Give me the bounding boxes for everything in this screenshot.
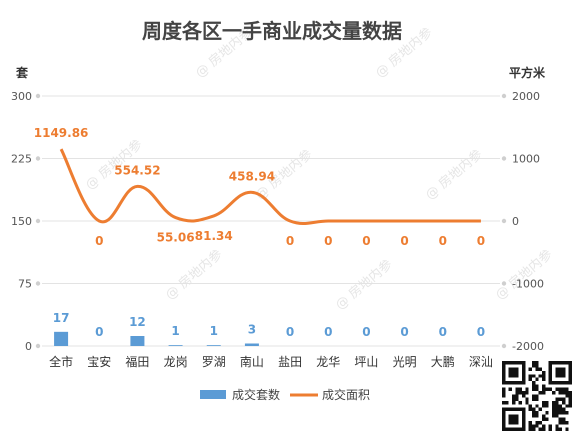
right-tick-dot [501,281,507,286]
bar-value-label: 3 [248,323,256,337]
left-tick-dot [35,281,41,286]
bar-value-label: 17 [53,311,70,325]
line-value-label: 1149.86 [34,126,89,140]
right-tick-label: 0 [512,215,519,228]
bar-value-label: 0 [477,325,485,339]
bar-value-label: 0 [324,325,332,339]
left-tick-label: 0 [25,340,32,353]
left-tick-dot [35,93,41,99]
bar [168,345,183,346]
left-tick-dot [35,343,41,349]
right-tick-dot [501,218,507,224]
bar-value-label: 1 [171,324,179,338]
line-value-label: 55.06 [157,231,195,245]
qr-code-icon [502,361,572,431]
right-tick-dot [501,156,507,161]
line-value-label: 0 [362,234,370,248]
bar-value-label: 0 [362,325,370,339]
category-label: 深汕 [469,355,493,369]
bar-value-label: 12 [129,315,146,329]
legend-label: 成交套数 [232,387,280,402]
legend-label: 成交面积 [322,387,370,402]
left-tick-label: 75 [18,278,32,291]
watermark-text: @ 房地内参 [422,146,485,203]
category-label: 福田 [125,354,149,369]
watermark-text: @ 房地内参 [492,246,555,303]
line-value-label: 554.52 [114,163,160,177]
line-value-label: 458.94 [229,169,275,183]
category-label: 龙华 [316,355,340,369]
right-tick-dot [501,343,507,349]
line-value-label: 0 [324,234,332,248]
left-tick-label: 225 [11,153,32,166]
left-tick-label: 300 [11,90,32,103]
right-tick-dot [501,93,507,99]
line-value-label: 0 [439,234,447,248]
watermark-text: @ 房地内参 [162,246,225,303]
category-label: 罗湖 [202,354,226,369]
left-tick-dot [35,156,41,161]
chart-title: 周度各区一手商业成交量数据 [142,19,402,43]
bar-value-label: 0 [95,325,103,339]
line-value-label: 0 [400,234,408,248]
left-tick-dot [35,218,41,224]
line-value-label: 0 [286,234,294,248]
bar-value-label: 0 [286,325,294,339]
right-tick-label: -2000 [512,340,544,353]
right-tick-label: -1000 [512,278,544,291]
category-label: 盐田 [278,355,302,369]
line-series [59,148,481,226]
category-label: 龙岗 [164,355,188,369]
category-label: 全市 [49,354,73,369]
category-label: 南山 [240,354,264,369]
right-axis-label: 平方米 [509,65,546,80]
category-axis: 全市 宝安 福田 龙岗 罗湖 南山 盐田 龙华 坪山 光明 大鹏 深汕 [49,354,493,369]
legend-swatch-bar [200,390,226,399]
bar [244,343,259,346]
left-tick-label: 150 [11,215,32,228]
category-label: 坪山 [354,355,378,369]
bar-series [54,331,259,346]
line-value-label: 0 [477,234,485,248]
bar [54,331,69,346]
bar-value-label: 1 [210,324,218,338]
bar-value-label: 0 [400,325,408,339]
line-value-label: 0 [95,234,103,248]
right-tick-label: 2000 [512,90,540,103]
bar [206,345,221,346]
category-label: 大鹏 [431,355,455,369]
legend: 成交套数 成交面积 [200,387,370,402]
watermark-text: @ 房地内参 [332,256,395,313]
area-line [59,148,481,226]
left-axis-label: 套 [15,65,29,80]
bar-value-label: 0 [439,325,447,339]
line-value-label: 81.34 [195,229,233,243]
category-label: 光明 [393,355,417,369]
bar [130,336,145,346]
data-labels: 17 0 12 1 1 3 0 0 0 0 0 0 1149.86 0 554.52 55.06 81.34 45… [34,126,485,339]
right-tick-label: 1000 [512,153,540,166]
category-label: 宝安 [87,354,111,369]
